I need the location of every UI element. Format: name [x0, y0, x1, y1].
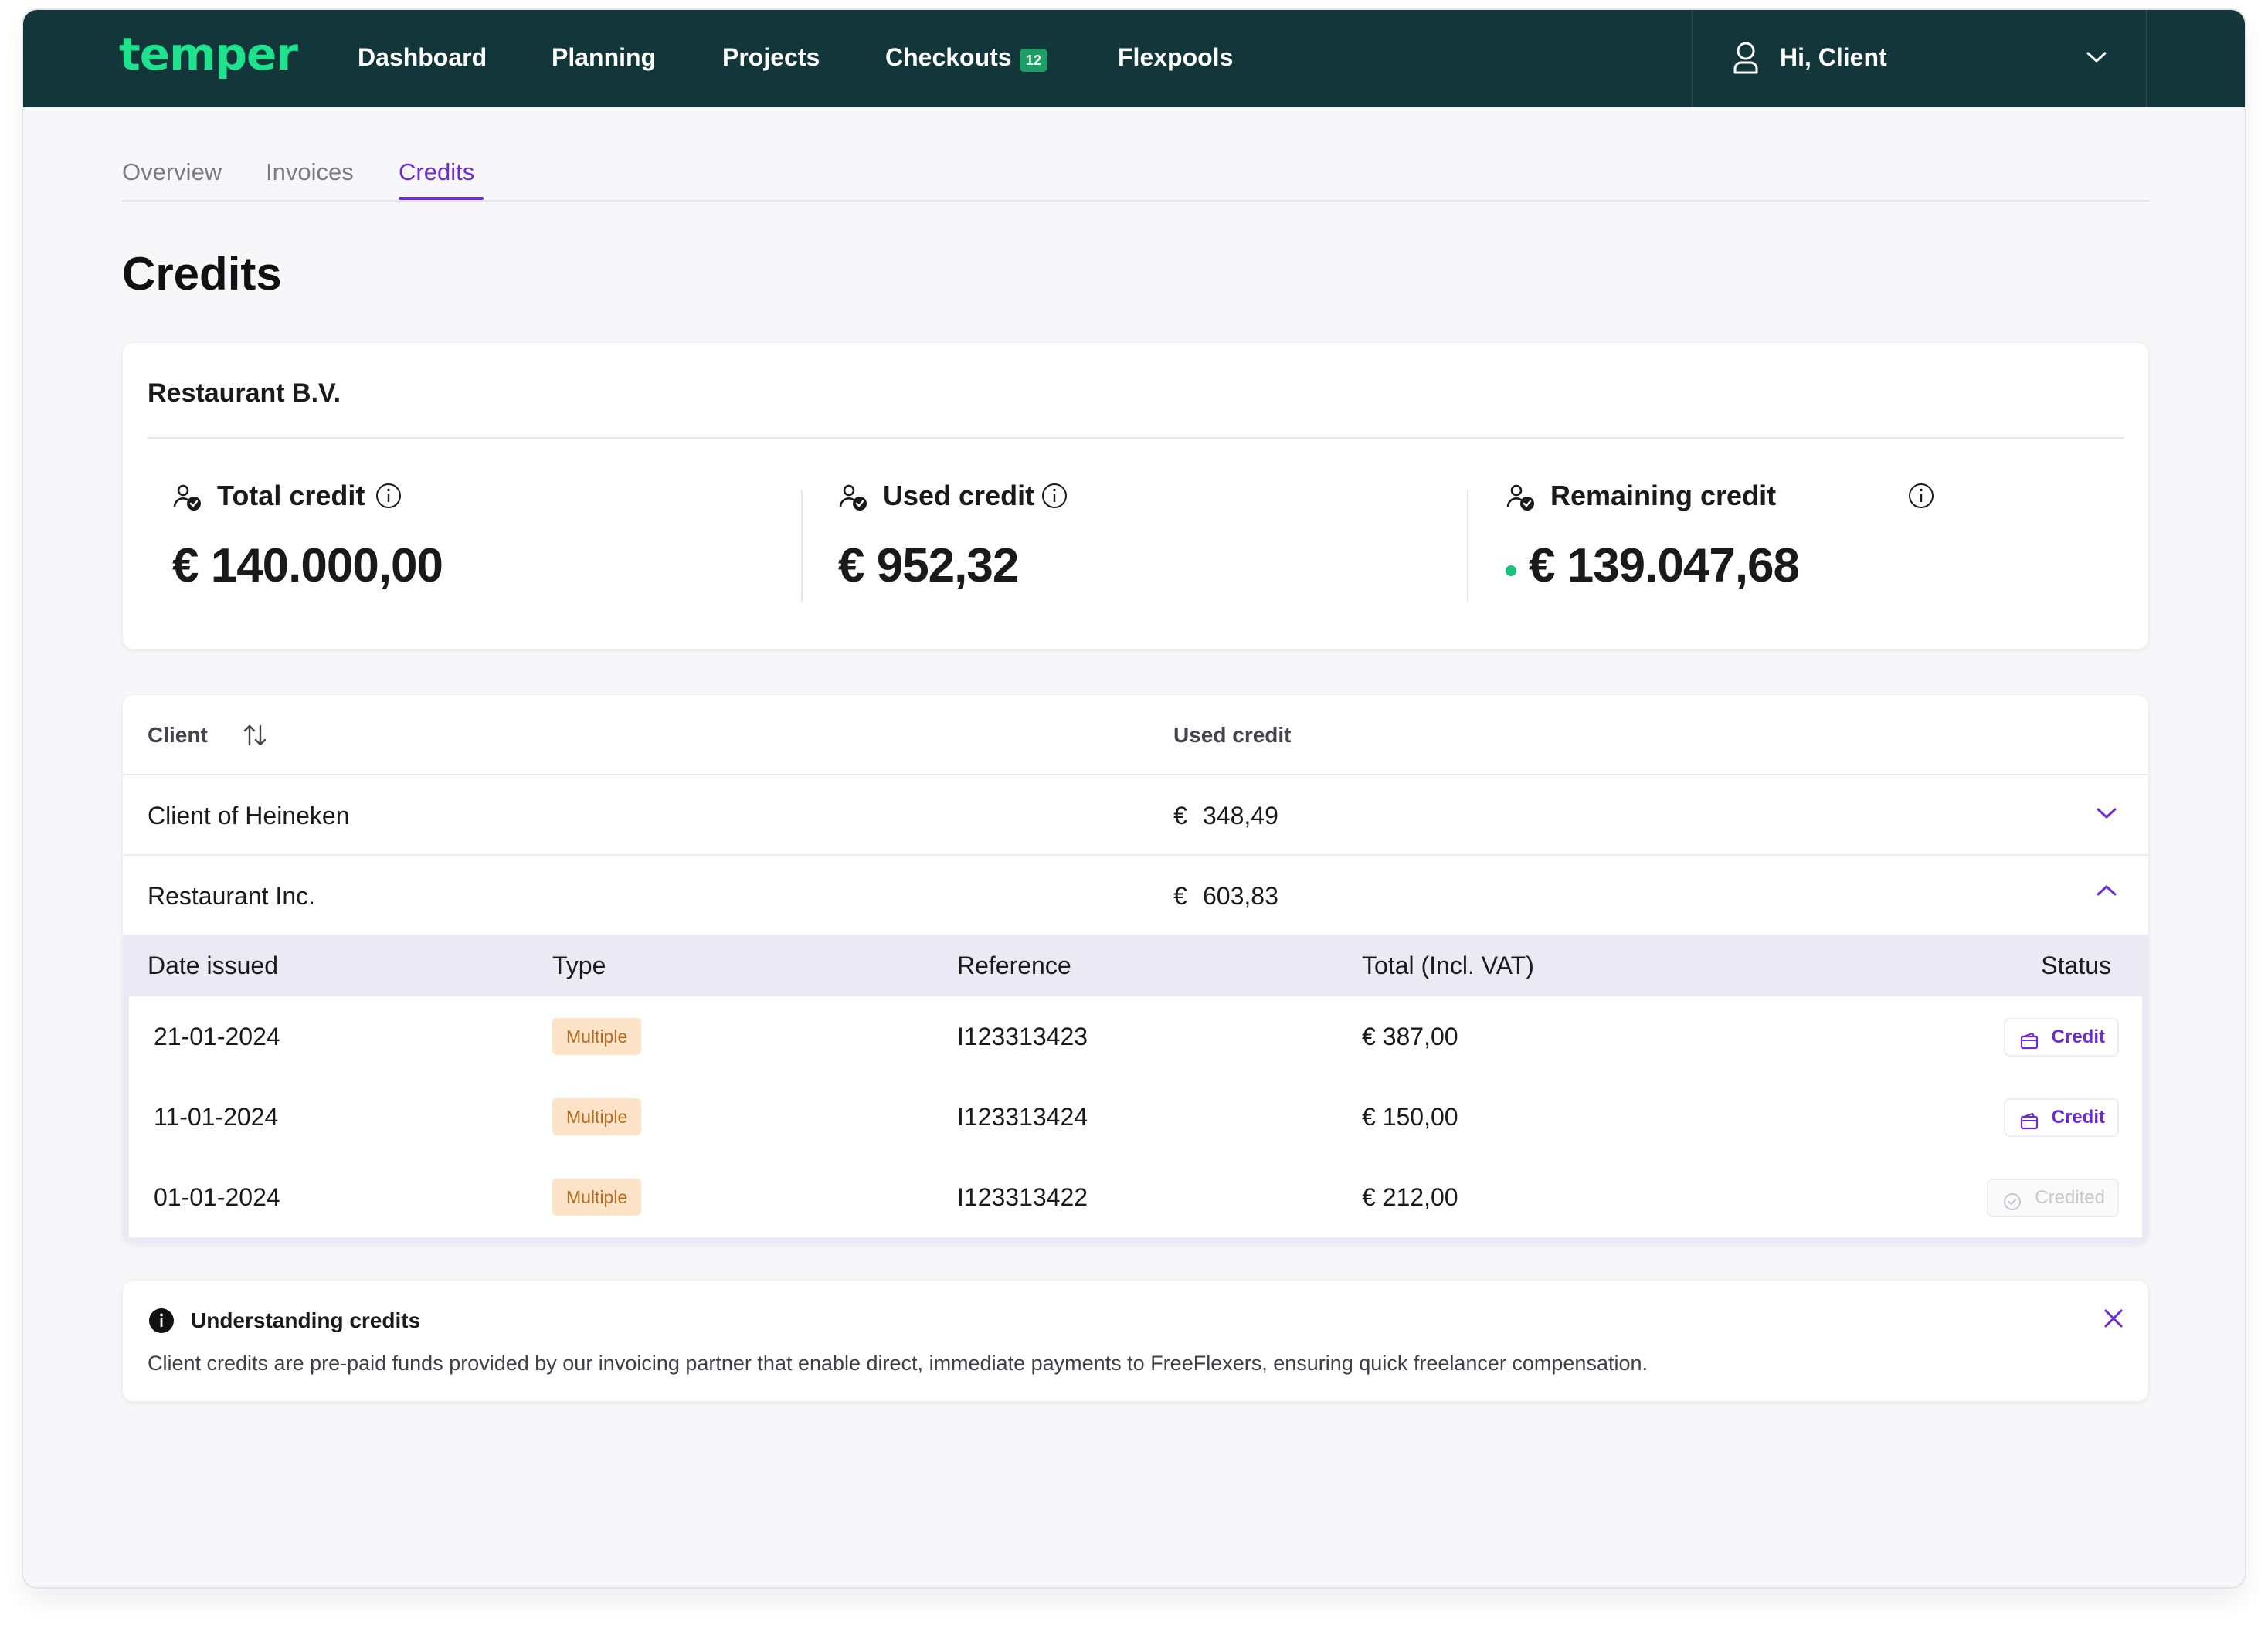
- page-title: Credits: [122, 248, 282, 300]
- type-pill: Multiple: [552, 1179, 642, 1216]
- status-header: Status: [2041, 952, 2111, 979]
- status-label: Credit: [2051, 1026, 2105, 1047]
- total: € 150,00: [1362, 1103, 1458, 1131]
- info-icon[interactable]: [1907, 482, 1935, 514]
- used-credit-amount: 603,83: [1203, 882, 1278, 910]
- credit-detail-row: 21-01-2024 Multiple I123313423 € 387,00 …: [129, 996, 2142, 1078]
- table-header: Client Used credit: [123, 695, 2148, 775]
- positive-status-dot: [1506, 565, 1516, 576]
- date-issued: 11-01-2024: [154, 1103, 279, 1131]
- tab-credits[interactable]: Credits: [399, 158, 475, 185]
- understanding-credits-note: Understanding credits Client credits are…: [122, 1280, 2149, 1402]
- date-issued: 21-01-2024: [154, 1023, 280, 1050]
- info-filled-icon: [148, 1307, 175, 1338]
- credit-button[interactable]: Credit: [2003, 1018, 2119, 1057]
- credit-summary-card: Restaurant B.V. Total credit € 140.000,0…: [122, 342, 2149, 650]
- credits-table: Client Used credit Client of Heineken € …: [122, 694, 2149, 1244]
- credit-button[interactable]: Credit: [2003, 1098, 2119, 1137]
- type-pill: Multiple: [552, 1018, 642, 1055]
- checkouts-count-badge: 12: [1020, 49, 1047, 72]
- check-circle-icon: [2002, 1189, 2022, 1224]
- remaining-credit-label: Remaining credit: [1550, 480, 1777, 511]
- nav-projects-label: Projects: [722, 43, 820, 71]
- credit-details-header: Date issued Type Reference Total (Incl. …: [123, 935, 2148, 996]
- chevron-down-icon: [2086, 50, 2107, 68]
- date-issued-header: Date issued: [148, 952, 278, 979]
- credit-detail-row: 01-01-2024 Multiple I123313422 € 212,00 …: [129, 1157, 2142, 1237]
- nav-flexpools[interactable]: Flexpools: [1118, 45, 1233, 70]
- table-row[interactable]: Restaurant Inc. € 603,83: [123, 856, 2148, 936]
- user-greeting: Hi, Client: [1780, 43, 1887, 71]
- nav-projects[interactable]: Projects: [722, 45, 820, 70]
- nav-checkouts[interactable]: Checkouts: [885, 45, 1012, 70]
- note-text: Client credits are pre-paid funds provid…: [148, 1352, 1648, 1375]
- divider: [801, 490, 803, 602]
- divider: [1467, 490, 1468, 602]
- total-credit-label: Total credit: [217, 480, 365, 511]
- total: € 212,00: [1362, 1183, 1458, 1211]
- chevron-up-icon[interactable]: [2096, 884, 2117, 901]
- used-credit-column-header: Used credit: [1173, 723, 1292, 747]
- used-credit-value: € 952,32: [838, 539, 1019, 592]
- user-menu[interactable]: Hi, Client: [1692, 10, 2147, 107]
- used-credit-amount: 348,49: [1203, 802, 1278, 829]
- status-label: Credited: [2035, 1187, 2105, 1208]
- close-icon[interactable]: [2102, 1307, 2125, 1334]
- status-label: Credit: [2051, 1107, 2105, 1128]
- client-column-header[interactable]: Client: [148, 723, 208, 747]
- reference: I123313422: [957, 1183, 1088, 1211]
- currency-symbol: €: [1173, 802, 1187, 829]
- type-header: Type: [552, 952, 606, 979]
- app-window: temper Dashboard Planning Projects Check…: [22, 8, 2246, 1589]
- credit-detail-row: 11-01-2024 Multiple I123313424 € 150,00 …: [129, 1077, 2142, 1159]
- info-icon[interactable]: [1041, 482, 1068, 514]
- client-name: Restaurant Inc.: [148, 882, 315, 910]
- total-header: Total (Incl. VAT): [1362, 952, 1534, 979]
- sort-icon[interactable]: [242, 723, 268, 751]
- wallet-icon: [2019, 1028, 2039, 1064]
- wallet-icon: [2019, 1108, 2039, 1144]
- active-tab-indicator: [399, 197, 484, 200]
- note-title: Understanding credits: [191, 1308, 421, 1332]
- remaining-credit-value: € 139.047,68: [1529, 539, 1800, 592]
- type-pill: Multiple: [552, 1098, 642, 1135]
- nav-checkouts-label: Checkouts: [885, 43, 1012, 71]
- tab-invoices[interactable]: Invoices: [266, 158, 354, 185]
- reference-header: Reference: [957, 952, 1071, 979]
- currency-symbol: €: [1173, 882, 1187, 910]
- info-icon[interactable]: [375, 482, 402, 514]
- company-name: Restaurant B.V.: [148, 378, 341, 408]
- users-check-icon: [838, 482, 869, 517]
- users-check-icon: [172, 482, 203, 517]
- used-credit-label: Used credit: [883, 480, 1035, 511]
- nav-dashboard-label: Dashboard: [358, 43, 487, 71]
- nav-dashboard[interactable]: Dashboard: [358, 45, 487, 70]
- credit-details: 21-01-2024 Multiple I123313423 € 387,00 …: [123, 996, 2148, 1243]
- temper-logo[interactable]: temper: [119, 28, 298, 80]
- top-navigation-bar: temper Dashboard Planning Projects Check…: [23, 10, 2245, 107]
- total: € 387,00: [1362, 1023, 1458, 1050]
- divider: [148, 437, 2124, 439]
- table-row[interactable]: Client of Heineken € 348,49: [123, 775, 2148, 856]
- date-issued: 01-01-2024: [154, 1183, 280, 1211]
- nav-planning[interactable]: Planning: [552, 45, 656, 70]
- chevron-down-icon[interactable]: [2096, 806, 2117, 824]
- user-icon: [1732, 41, 1760, 79]
- total-credit-value: € 140.000,00: [172, 539, 443, 592]
- client-name: Client of Heineken: [148, 802, 350, 829]
- reference: I123313424: [957, 1103, 1088, 1131]
- users-check-icon: [1506, 482, 1536, 517]
- billing-tabs: Overview Invoices Credits: [122, 149, 2149, 202]
- nav-flexpools-label: Flexpools: [1118, 43, 1234, 71]
- reference: I123313423: [957, 1023, 1088, 1050]
- credited-status: Credited: [1987, 1179, 2119, 1217]
- nav-planning-label: Planning: [552, 43, 657, 71]
- tab-overview[interactable]: Overview: [122, 158, 222, 185]
